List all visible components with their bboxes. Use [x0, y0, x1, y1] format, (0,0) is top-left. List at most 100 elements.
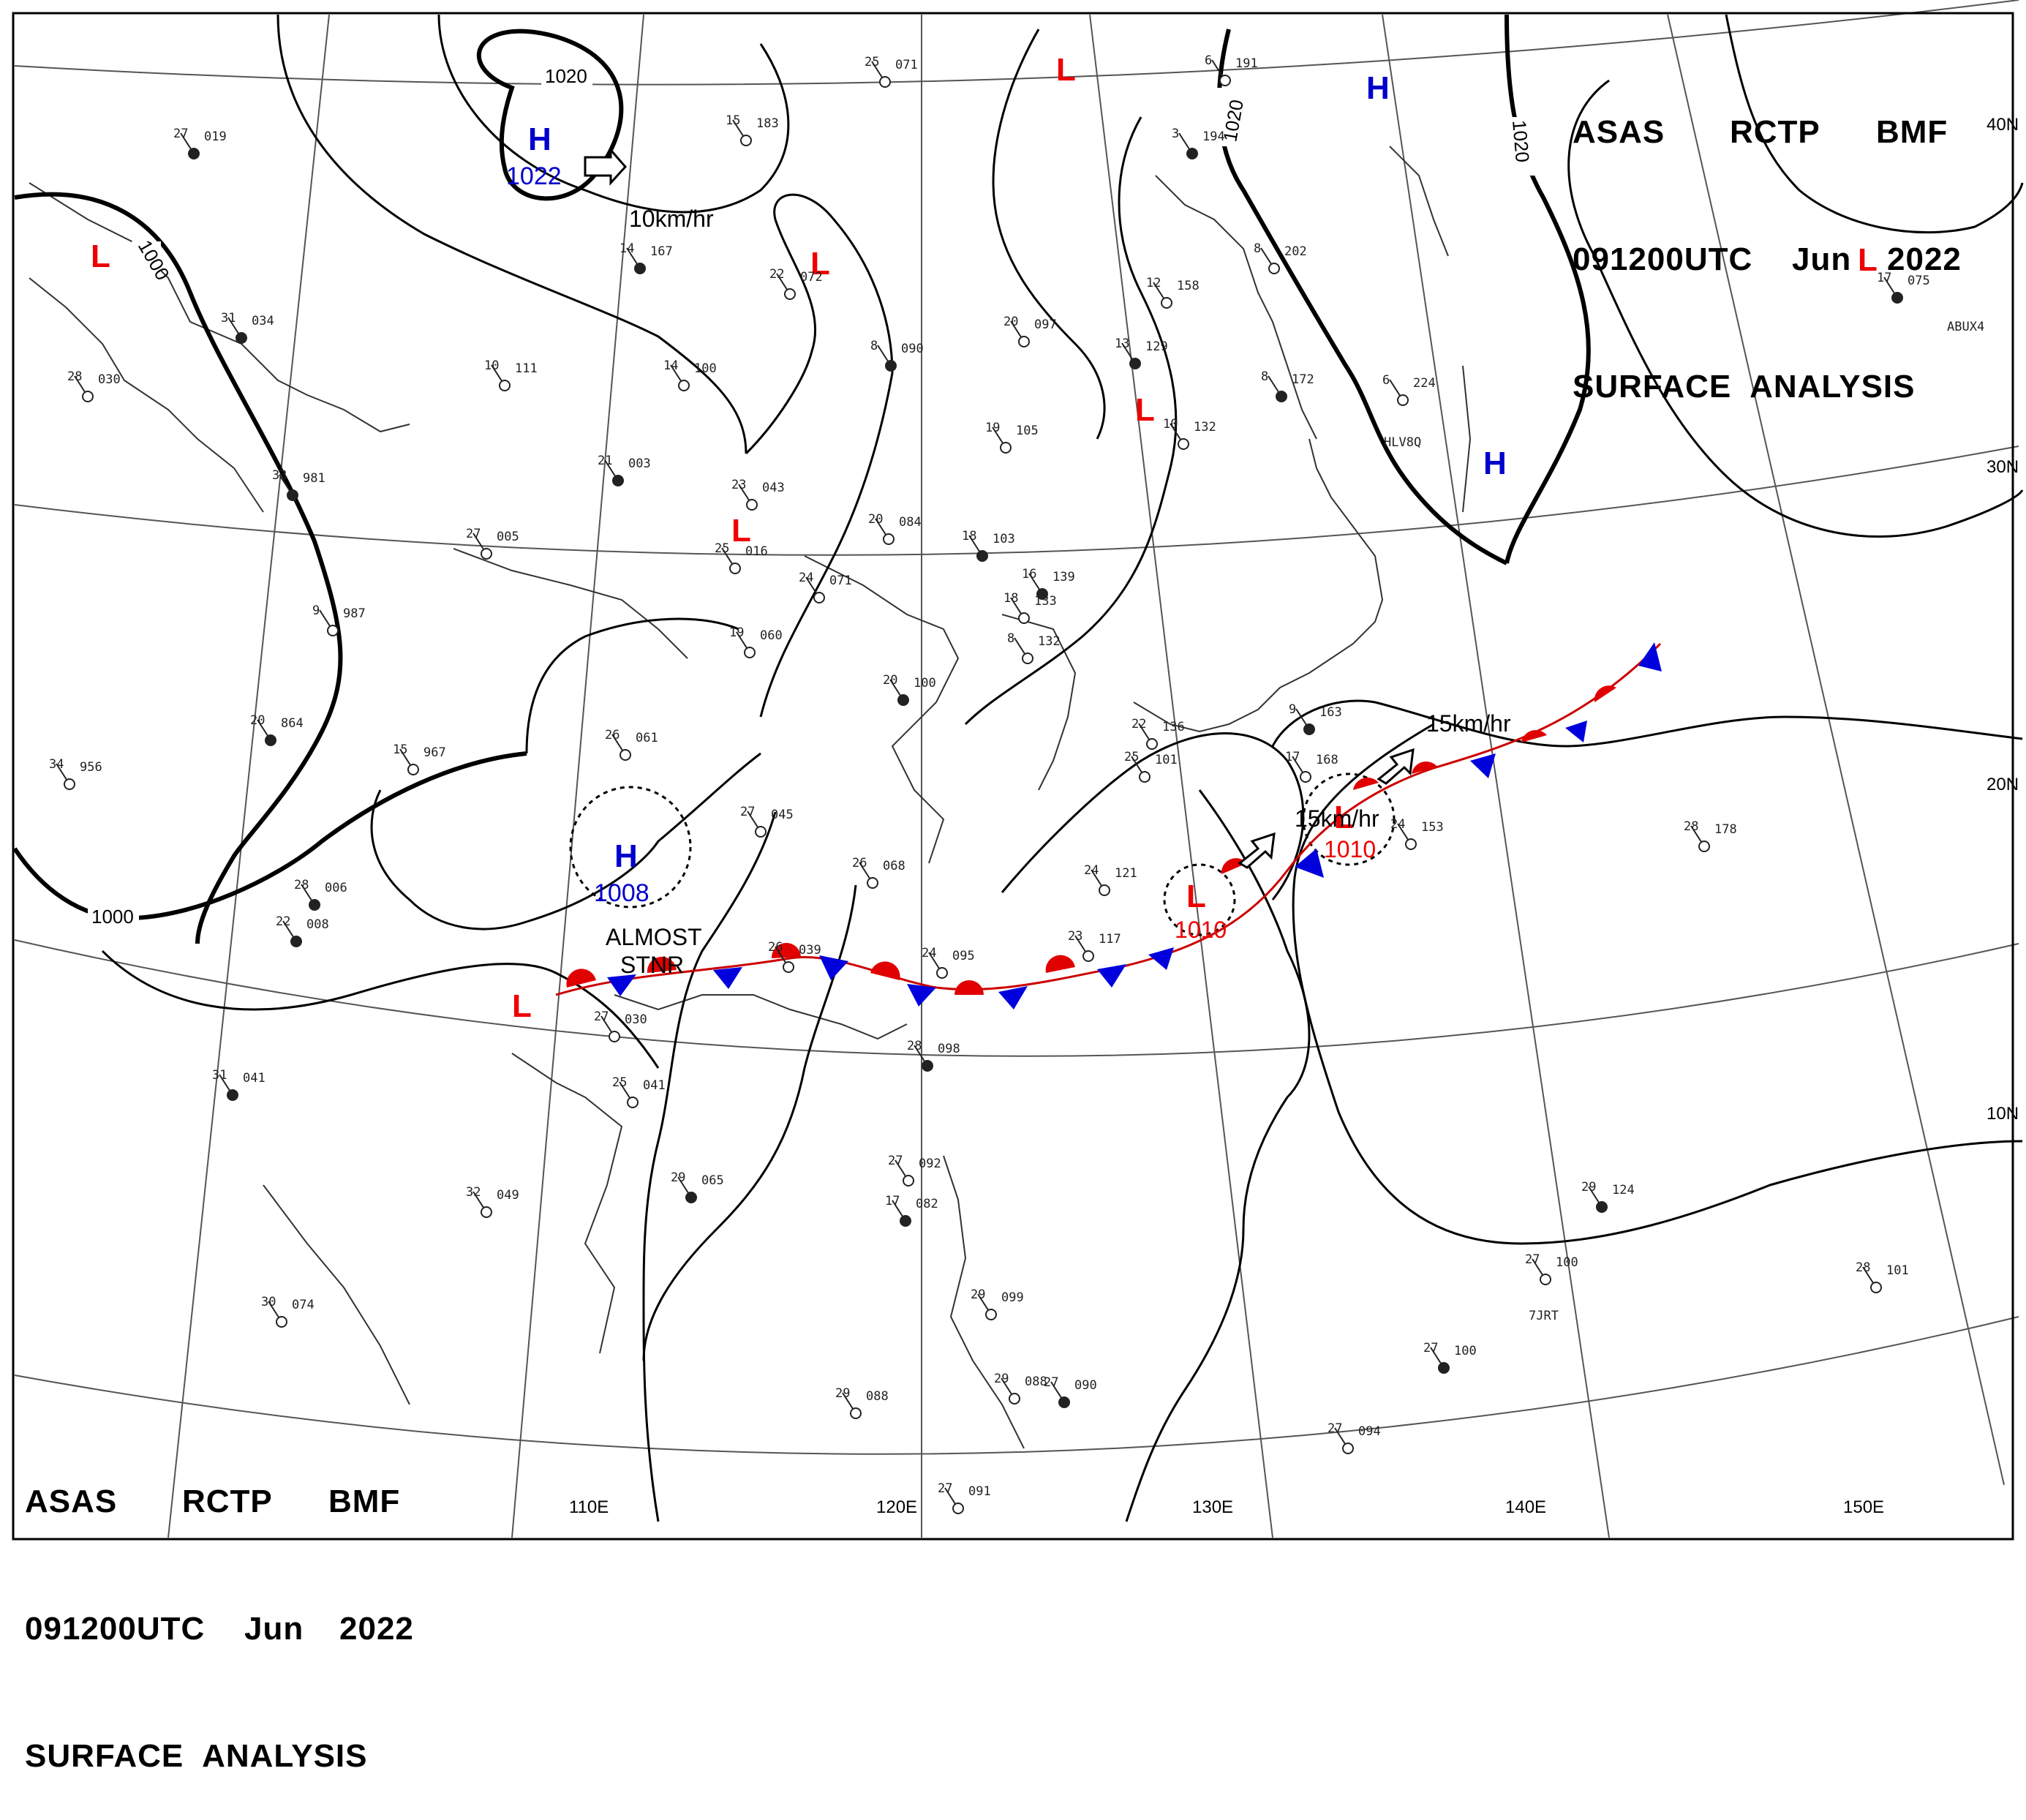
motion-arrows	[584, 146, 1415, 869]
station-plot: 3 194	[1172, 127, 1225, 159]
station-temperature: 15	[726, 113, 740, 128]
station-pressure: 016	[745, 544, 768, 559]
station-plot: 8 132	[1007, 631, 1061, 664]
station-plot: 8 172	[1261, 369, 1314, 402]
station-temperature: 22	[276, 914, 290, 929]
motion-speed-label: 15km/hr	[1295, 805, 1379, 832]
station-plot: 29 065	[671, 1170, 724, 1203]
station-pressure: 034	[252, 314, 274, 328]
station-temperature: 6	[1205, 53, 1212, 68]
isobar	[759, 372, 894, 718]
station-marker	[481, 548, 492, 560]
station-temperature: 28	[1684, 819, 1698, 834]
station-pressure: 071	[829, 574, 852, 588]
lon-label: 110E	[569, 1497, 609, 1517]
station-plot: 23 117	[1068, 929, 1121, 962]
station-pressure: 082	[916, 1197, 938, 1211]
station-pressure: 068	[883, 859, 905, 873]
circulation-circles	[569, 772, 1396, 936]
station-pressure: 098	[938, 1042, 960, 1056]
station-plot: 27 092	[888, 1154, 941, 1187]
station-pressure: 132	[1038, 634, 1061, 649]
weather-map: 1020 1020 1020 1000 1000 H 1022 H 1008 H…	[12, 0, 2024, 1541]
isobar	[642, 811, 777, 1522]
station-pressure: 100	[694, 361, 717, 376]
station-marker	[985, 1309, 997, 1320]
header-month: Jun	[1792, 241, 1852, 277]
station-temperature: 21	[598, 454, 612, 468]
motion-arrow	[584, 146, 628, 186]
station-marker	[481, 1206, 492, 1218]
station-marker	[612, 475, 624, 486]
isobar	[1292, 723, 2023, 1245]
station-marker	[1018, 612, 1030, 624]
station-pressure: 074	[292, 1298, 315, 1312]
station-marker	[1099, 884, 1110, 896]
station-pressure: 030	[98, 372, 121, 387]
station-marker	[188, 148, 200, 159]
low-center-label: L	[731, 513, 751, 549]
station-marker	[678, 380, 690, 391]
isobar-value: 1020	[1508, 119, 1534, 163]
station-pressure: 194	[1202, 129, 1225, 144]
station-temperature: 20	[883, 673, 897, 688]
station-marker	[755, 826, 767, 838]
station-plot: 25 071	[865, 55, 918, 88]
station-marker	[952, 1503, 964, 1514]
station-plot: 9 163	[1289, 702, 1342, 735]
isobar	[992, 29, 1106, 440]
station-pressure: 071	[895, 58, 918, 72]
station-marker	[1219, 75, 1231, 86]
isobar-value: 1000	[91, 906, 134, 928]
station-plot: 17 168	[1285, 750, 1338, 783]
warm-front-bump	[566, 969, 596, 988]
station-marker	[1342, 1443, 1354, 1454]
station-marker	[407, 764, 419, 775]
station-temperature: 27	[173, 127, 188, 141]
station-temperature: 27	[1044, 1375, 1058, 1390]
station-temperature: 25	[715, 541, 729, 556]
station-marker	[1146, 738, 1158, 750]
station-plot: 28 098	[907, 1039, 960, 1072]
high-center-value: 1022	[506, 162, 562, 190]
station-pressure: 158	[1177, 279, 1200, 293]
warm-front-bump	[1521, 729, 1547, 742]
station-plot: 26 061	[605, 728, 658, 761]
station-pressure: 124	[1612, 1183, 1635, 1197]
station-pressure: 133	[1034, 594, 1057, 609]
station-pressure: 956	[80, 760, 102, 775]
station-pressure: 041	[643, 1078, 666, 1093]
station-temperature: 17	[1285, 750, 1300, 764]
cold-front-triangle	[1470, 753, 1496, 778]
station-marker	[1129, 358, 1141, 369]
cold-front-triangle	[1148, 947, 1174, 970]
station-marker	[784, 288, 796, 300]
station-temperature: 9	[312, 603, 320, 618]
cold-front-triangle	[998, 986, 1028, 1009]
isobar	[477, 29, 624, 201]
station-marker	[850, 1407, 862, 1419]
station-temperature: 10	[484, 358, 499, 373]
station-pressure: 090	[1074, 1378, 1097, 1393]
motion-speed-label: 10km/hr	[629, 206, 714, 232]
station-pressure: 132	[1194, 420, 1216, 435]
station-marker	[744, 647, 756, 658]
station-marker	[227, 1089, 238, 1101]
station-temperature: 8	[1254, 241, 1261, 256]
station-temperature: 16	[1022, 567, 1036, 582]
header-line-3: SURFACE ANALYSIS	[1573, 369, 1916, 405]
station-marker	[1018, 336, 1030, 347]
station-pressure: 005	[497, 530, 519, 544]
station-marker	[976, 550, 988, 562]
station-plot: 26 039	[768, 940, 821, 973]
station-temperature: 8	[1007, 631, 1014, 646]
station-temperature: 8	[1261, 369, 1268, 384]
station-pressure: 139	[1052, 570, 1075, 584]
graticule-labels: 110E 120E 130E 140E 150E 40N 30N 20N 10N	[569, 115, 2019, 1517]
warm-front-bump	[771, 942, 801, 958]
station-plot: 13 129	[1115, 336, 1168, 369]
station-pressure: 088	[1025, 1375, 1047, 1389]
station-marker	[1438, 1362, 1450, 1374]
station-pressure: 163	[1319, 705, 1342, 720]
station-temperature: 28	[907, 1039, 922, 1053]
